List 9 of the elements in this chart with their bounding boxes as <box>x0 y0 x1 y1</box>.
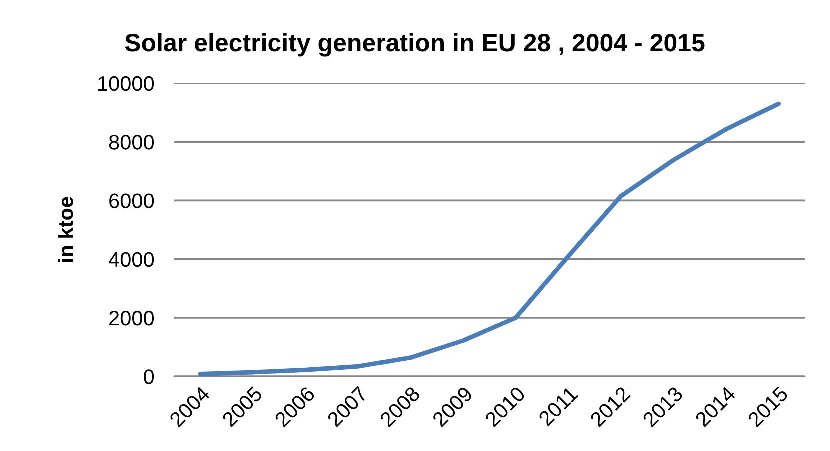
y-tick-label: 8000 <box>109 135 154 150</box>
chart-title: Solar electricity generation in EU 28 , 2004 - 2015 <box>125 33 705 57</box>
y-tick-label: 4000 <box>108 252 154 268</box>
y-tick-label: 6000 <box>110 194 154 208</box>
y-tick-label: 10000 <box>98 76 154 92</box>
y-tick-label: 0 <box>144 370 154 384</box>
y-axis-title: in ktoe <box>58 197 74 262</box>
y-tick-label: 2000 <box>110 310 154 326</box>
line-series <box>198 102 782 376</box>
